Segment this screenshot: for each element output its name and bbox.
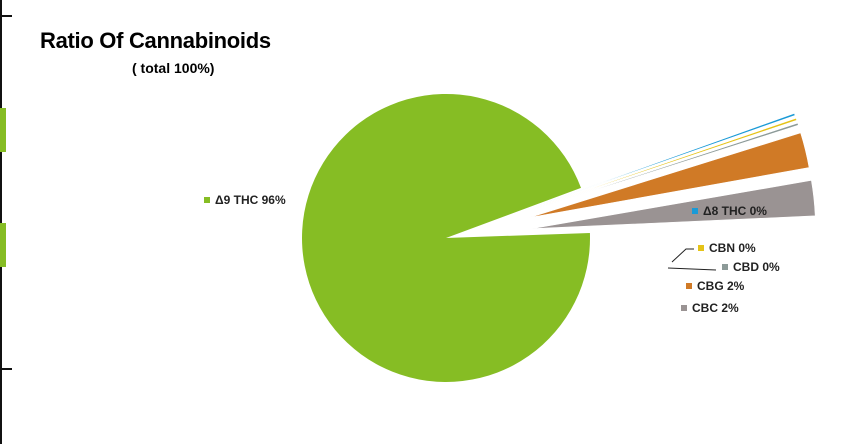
slice-labels: Δ9 THC 96% Δ8 THC 0% CBN 0% CBD 0% CBG 2% CBC… (204, 193, 780, 315)
pie-slice-9thc (302, 94, 591, 383)
slice-label-0: Δ9 THC 96% (215, 193, 286, 207)
frame-tick-bottom (0, 368, 12, 370)
side-swatch-upper (0, 108, 6, 152)
pie-slice-8thc (526, 112, 796, 210)
legend-swatch-0 (204, 197, 210, 203)
legend-swatch-5 (681, 305, 687, 311)
legend-swatch-4 (686, 283, 692, 289)
chart-title: Ratio Of Cannabinoids (40, 28, 271, 53)
frame-left-border (0, 0, 2, 444)
legend-swatch-2 (698, 245, 704, 251)
slice-label-4: CBG 2% (697, 279, 745, 293)
side-swatch-lower (0, 223, 6, 267)
chart-title-block: Ratio Of Cannabinoids ( total 100%) (40, 28, 340, 76)
leader-line-1 (667, 267, 717, 271)
slice-label-1: Δ8 THC 0% (703, 204, 767, 218)
slice-label-2: CBN 0% (709, 241, 756, 255)
slice-label-5: CBC 2% (692, 301, 739, 315)
pie-slice-cbc (531, 180, 816, 230)
leader-lines (667, 248, 717, 271)
legend-swatch-1 (692, 208, 698, 214)
chart-subtitle: ( total 100%) (132, 60, 215, 76)
pie-slice-cbd (527, 122, 799, 212)
pie-slices (302, 94, 816, 383)
legend-swatch-3 (722, 264, 728, 270)
pie-slice-cbg (529, 132, 810, 218)
pie-slice-cbn (527, 117, 798, 211)
slice-label-3: CBD 0% (733, 260, 780, 274)
leader-line-0 (671, 248, 694, 263)
frame-tick-top (0, 15, 12, 17)
